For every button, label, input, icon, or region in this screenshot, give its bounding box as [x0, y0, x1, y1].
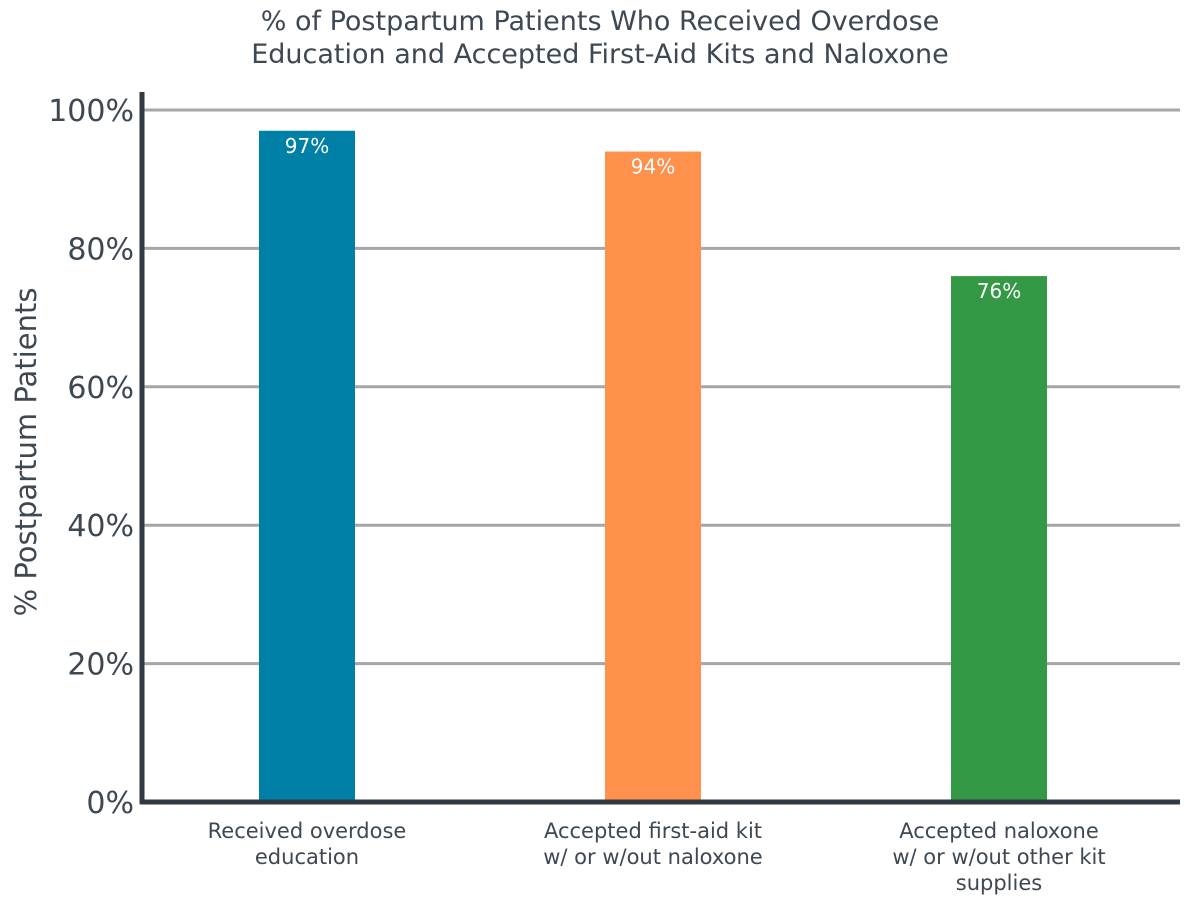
- y-tick-labels: 0% 20% 40% 60% 80% 100%: [48, 94, 134, 821]
- y-tick-label: 0%: [86, 786, 134, 821]
- y-tick-label: 60%: [67, 371, 134, 406]
- y-tick-label: 40%: [67, 509, 134, 544]
- bars: 97% 94% 76%: [259, 130, 1047, 803]
- bar-3: [951, 276, 1047, 803]
- data-label-1: 97%: [285, 134, 329, 158]
- y-axis-label: % Postpartum Patients: [9, 288, 43, 617]
- x-category-labels: Received overdose education Accepted first…: [208, 819, 1106, 895]
- chart-title-line-2: Education and Accepted First-Aid Kits an…: [251, 39, 949, 70]
- y-tick-label: 100%: [48, 94, 134, 129]
- data-label-2: 94%: [631, 155, 675, 179]
- axes: [139, 92, 1180, 805]
- x-category-label-3: Accepted naloxone w/ or w/out other kit su…: [892, 819, 1105, 895]
- bar-1: [259, 130, 355, 802]
- y-tick-label: 80%: [67, 232, 134, 267]
- chart-title-line-1: % of Postpartum Patients Who Received Ov…: [261, 6, 940, 37]
- bar-2: [605, 151, 701, 802]
- x-category-label-1: Received overdose education: [208, 819, 407, 869]
- data-label-3: 76%: [977, 279, 1021, 303]
- x-category-label-2: Accepted first-aid kit w/ or w/out naloxo…: [543, 819, 762, 869]
- y-tick-label: 20%: [67, 648, 134, 683]
